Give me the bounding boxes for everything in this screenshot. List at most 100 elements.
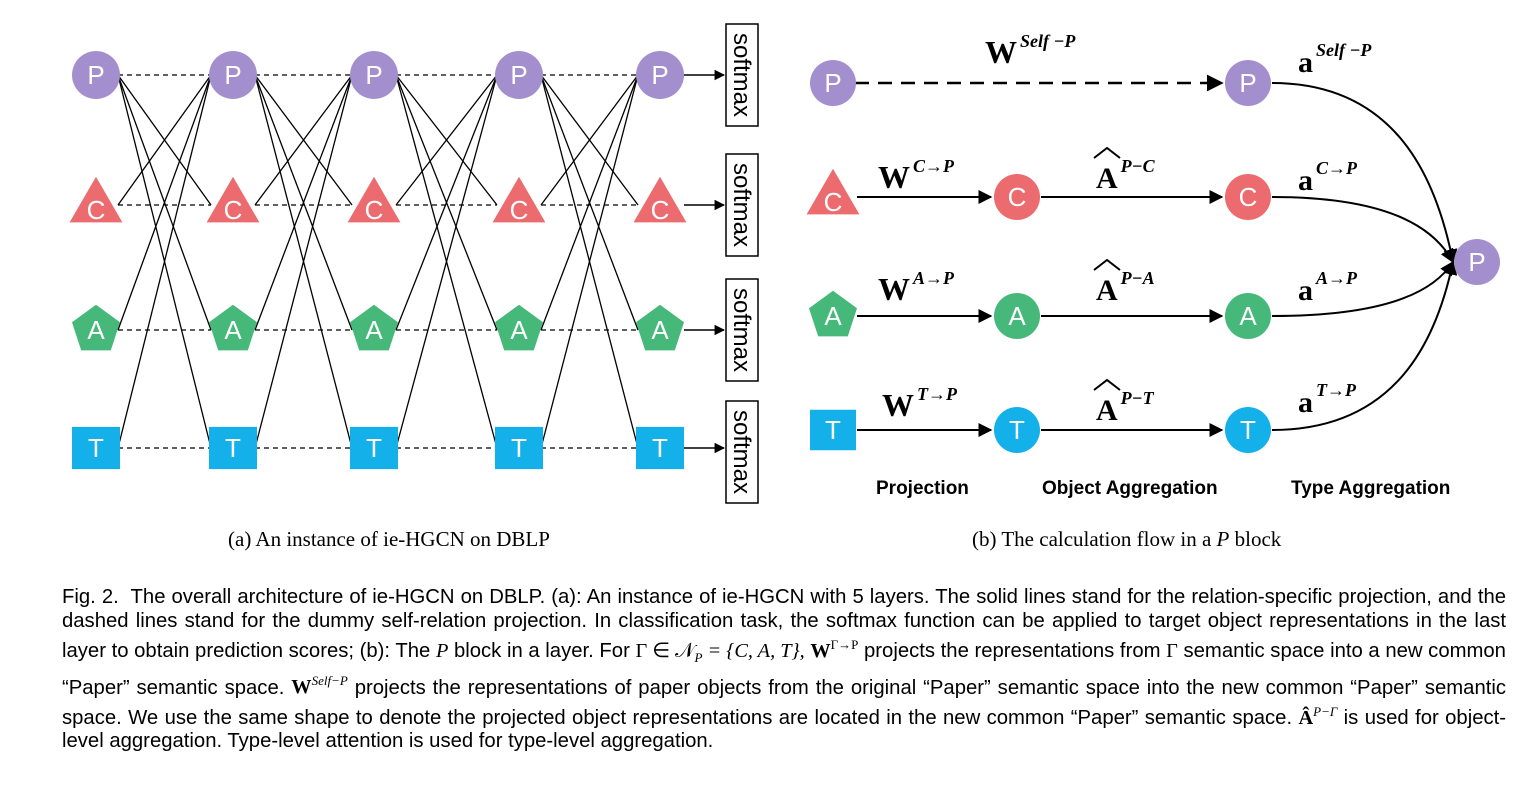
adjacency-term-label: A P−T	[1093, 378, 1155, 427]
projected-node-term: T	[994, 407, 1040, 453]
adjacency-conference-label: A P−C	[1093, 146, 1156, 195]
svg-text:T: T	[825, 415, 841, 445]
source-node-term: T	[810, 409, 856, 451]
svg-text:WA→P: W A→P	[878, 268, 955, 307]
caption-math-w: WΓ→P	[810, 637, 859, 662]
node-term-layer-4: T	[495, 426, 543, 470]
svg-text:P: P	[824, 68, 841, 98]
node-conference-layer-5: C	[633, 176, 687, 225]
panel-b-calculation-flow: P C A T P C C A A T T P W Self −P W C→P W A→P W T→P A P−C A P−…	[806, 31, 1500, 499]
node-author-layer-3: A	[350, 304, 398, 351]
type-aggregation-edge-term	[1271, 260, 1458, 431]
node-conference-layer-2: C	[206, 176, 260, 225]
panel-a-output-arrows	[684, 69, 726, 454]
projected-node-conference: C	[994, 174, 1040, 220]
svg-text:aT→P: a T→P	[1298, 380, 1357, 419]
caption-math-set: Γ ∈ 𝒩P = {C, A, T},	[635, 639, 805, 665]
caption-math-a: ÂP−Γ	[1298, 703, 1338, 729]
relation-edge	[117, 74, 212, 449]
svg-text:A: A	[510, 315, 528, 345]
relation-edge	[395, 74, 498, 331]
source-node-paper: P	[810, 60, 856, 106]
source-node-author: A	[809, 290, 857, 337]
weight-term-label: W T→P	[882, 384, 958, 423]
weight-self-label: W Self −P	[985, 31, 1076, 70]
svg-text:A: A	[1008, 301, 1026, 331]
node-term-layer-3: T	[350, 426, 398, 470]
softmax-box	[725, 23, 759, 127]
relation-edge	[540, 74, 639, 206]
caption-label: Fig. 2.	[62, 586, 119, 608]
subcaption-b-prefix: (b) The calculation flow in a	[972, 527, 1212, 551]
svg-text:T: T	[225, 433, 241, 463]
panel-b-stage-labels: Projection Object Aggregation Type Aggrega…	[876, 478, 1450, 499]
stage-projection-label: Projection	[876, 478, 969, 499]
figure-caption: Fig. 2. The overall architecture of ie-H…	[62, 586, 1506, 754]
svg-text:C: C	[365, 195, 384, 225]
svg-text:T: T	[652, 433, 668, 463]
svg-text:WT→P: W T→P	[882, 384, 958, 423]
caption-text-2: block in a layer. For	[453, 639, 630, 662]
relation-edge	[117, 74, 212, 331]
adjacency-author-label: A P−A	[1093, 258, 1155, 307]
panel-b-edges	[855, 74, 1458, 437]
type-aggregation-edge-paper	[1271, 82, 1458, 264]
panel-b-math-labels: W Self −P W C→P W A→P W T→P A P−C A P−A A P−T a Self −P…	[878, 31, 1372, 427]
subcaption-b: (b) The calculation flow in a P block	[972, 527, 1281, 552]
caption-text-4: semantic space into a new common “Paper”…	[62, 639, 1506, 699]
projected-node-author: A	[994, 293, 1040, 339]
caption-text-1: The overall architecture of ie-HGCN on D…	[62, 586, 1507, 662]
svg-text:A: A	[365, 315, 383, 345]
projected-node-paper: P	[1225, 60, 1271, 106]
svg-text:A: A	[651, 315, 669, 345]
panel-b-nodes: P C A T P C C A A T T P	[806, 60, 1500, 453]
stage-object-aggregation-label: Object Aggregation	[1042, 478, 1218, 499]
svg-text:T: T	[88, 433, 104, 463]
node-conference-layer-3: C	[347, 176, 401, 225]
node-paper-layer-3: P	[350, 51, 398, 99]
node-author-layer-2: A	[209, 304, 257, 351]
svg-text:P: P	[1468, 247, 1485, 277]
node-term-layer-5: T	[636, 426, 684, 470]
attention-author-label: a A→P	[1298, 268, 1358, 307]
svg-text:AP−C: A P−C	[1096, 156, 1156, 195]
node-paper-layer-2: P	[209, 51, 257, 99]
svg-text:A: A	[87, 315, 105, 345]
svg-text:P: P	[224, 60, 241, 90]
node-paper-layer-5: P	[636, 51, 684, 99]
svg-text:WC→P: W C→P	[878, 156, 955, 195]
svg-text:T: T	[1009, 415, 1025, 445]
relation-edge	[395, 74, 498, 449]
svg-text:AP−A: A P−A	[1096, 268, 1155, 307]
relation-edge	[254, 74, 353, 206]
caption-math-w-self: WSelf−P	[291, 673, 348, 699]
softmax-label: softmax	[728, 163, 755, 247]
svg-text:T: T	[1240, 415, 1256, 445]
softmax-label: softmax	[728, 410, 755, 494]
softmax-box	[725, 400, 759, 504]
svg-text:aA→P: a A→P	[1298, 268, 1358, 307]
output-node-paper: P	[1454, 239, 1500, 285]
svg-text:C: C	[224, 195, 243, 225]
relation-edge	[254, 74, 353, 449]
svg-text:P: P	[510, 60, 527, 90]
svg-text:WSelf −P: W Self −P	[985, 31, 1076, 70]
subcaption-b-suffix: block	[1234, 527, 1282, 551]
svg-text:A: A	[824, 301, 842, 331]
subcaption-a: (a) An instance of ie-HGCN on DBLP	[228, 527, 550, 551]
svg-text:P: P	[87, 60, 104, 90]
relation-edge	[395, 74, 498, 206]
aggregated-node-term: T	[1225, 407, 1271, 453]
relation-edge	[117, 74, 212, 206]
svg-text:P: P	[1239, 68, 1256, 98]
node-conference-layer-1: C	[69, 176, 123, 225]
svg-text:AP−T: A P−T	[1096, 388, 1155, 427]
node-author-layer-1: A	[72, 304, 120, 351]
svg-text:T: T	[511, 433, 527, 463]
svg-text:C: C	[1008, 182, 1027, 212]
type-aggregation-edge-conference	[1271, 196, 1454, 264]
node-term-layer-2: T	[209, 426, 257, 470]
caption-math-gamma: Γ	[1166, 639, 1178, 662]
